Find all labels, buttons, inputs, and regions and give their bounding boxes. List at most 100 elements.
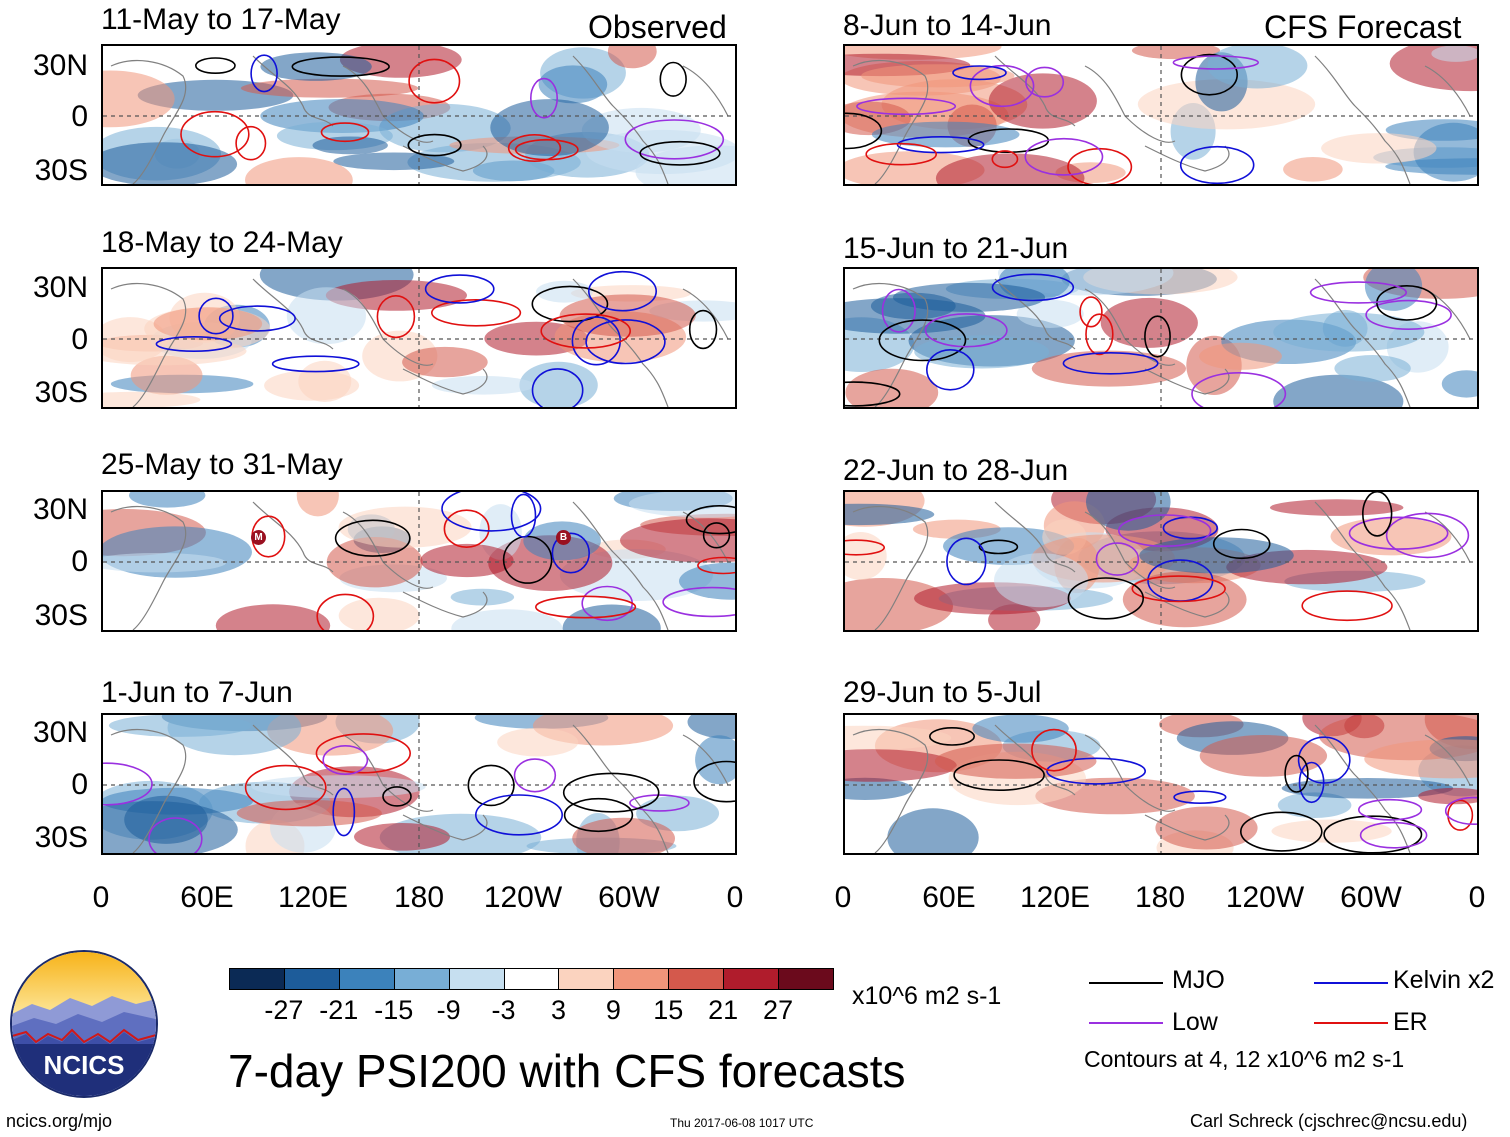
coastline xyxy=(252,278,334,350)
anomaly-shade xyxy=(108,715,252,737)
footer-timestamp: Thu 2017-06-08 1017 UTC xyxy=(670,1116,814,1130)
colorbar-units: x10^6 m2 s-1 xyxy=(852,982,1002,1010)
coastline xyxy=(572,501,669,630)
coastline xyxy=(852,505,929,630)
kelvin-contour xyxy=(474,794,563,836)
anomaly-shade xyxy=(264,370,360,401)
anomaly-shade xyxy=(972,715,1069,743)
legend-contours-note: Contours at 4, 12 x10^6 m2 s-1 xyxy=(1084,1046,1405,1072)
kelvin-contour xyxy=(1046,757,1146,785)
coastline xyxy=(402,814,488,841)
map-panel-2 xyxy=(101,267,737,409)
colorbar-tick-label: 21 xyxy=(708,995,739,1025)
mjo-contour xyxy=(1180,53,1238,96)
anomaly-shade xyxy=(861,64,1015,88)
xlabel-left-0: 0 xyxy=(92,881,110,914)
low-contour xyxy=(1365,299,1452,331)
er-contour xyxy=(514,138,579,161)
legend-mjo-label: MJO xyxy=(1172,966,1225,994)
panel-title-3: 25-May to 31-May xyxy=(101,448,343,481)
low-contour xyxy=(624,119,725,160)
mjo-contour xyxy=(1067,577,1144,620)
anomaly-shade xyxy=(103,553,227,573)
ylabel-30s: 30S xyxy=(34,599,88,632)
observed-label: Observed xyxy=(588,9,727,45)
xlabel-left-60w: 60W xyxy=(598,881,660,914)
low-contour xyxy=(881,288,916,333)
mjo-contour xyxy=(334,519,411,557)
ylabel-0: 0 xyxy=(71,545,88,578)
mjo-contour xyxy=(639,140,721,166)
legend-mjo-line xyxy=(1089,982,1163,984)
coastline xyxy=(110,505,187,630)
anomaly-shade xyxy=(1199,342,1282,370)
low-contour xyxy=(513,758,557,793)
kelvin-contour xyxy=(198,297,234,335)
kelvin-contour xyxy=(1179,145,1255,184)
ylabel-30n: 30N xyxy=(32,271,88,304)
kelvin-contour xyxy=(991,273,1075,302)
er-contour xyxy=(235,125,267,161)
anomaly-shade xyxy=(636,795,720,832)
kelvin-contour xyxy=(332,787,356,837)
anomaly-shade xyxy=(497,727,579,757)
anomaly-shade xyxy=(1199,735,1328,777)
colorbar-cell xyxy=(613,968,670,990)
kelvin-contour xyxy=(424,274,495,304)
coastline xyxy=(1084,288,1176,366)
map-panel-1 xyxy=(101,44,737,186)
anomaly-shade xyxy=(994,553,1089,608)
low-contour xyxy=(629,794,690,812)
colorbar-cell xyxy=(778,968,834,990)
coastline xyxy=(342,734,434,812)
map-panel-3 xyxy=(101,490,737,632)
anomaly-shade xyxy=(245,157,353,184)
anomaly-map-3 xyxy=(103,492,735,630)
legend-er-label: ER xyxy=(1393,1008,1428,1036)
anomaly-shade xyxy=(451,609,563,630)
er-contour xyxy=(1067,147,1133,184)
anomaly-map-6 xyxy=(845,269,1477,407)
anomaly-shade xyxy=(559,294,696,337)
footer-url[interactable]: ncics.org/mjo xyxy=(6,1111,113,1131)
legend-kelvin-line xyxy=(1314,982,1388,984)
anomaly-shade xyxy=(251,775,426,799)
low-contour xyxy=(856,97,957,116)
anomaly-shade xyxy=(562,604,661,630)
colorbar-tick-label: -15 xyxy=(374,995,414,1025)
colorbar-cell xyxy=(448,968,505,990)
kelvin-contour xyxy=(531,368,584,407)
mjo-contour xyxy=(929,726,976,746)
coastline xyxy=(110,282,187,407)
xlabel-right-60w: 60W xyxy=(1340,881,1402,914)
coastline xyxy=(1144,814,1230,841)
anomaly-shade xyxy=(695,735,735,785)
ylabel-30s: 30S xyxy=(34,821,88,854)
anomaly-shade xyxy=(103,142,238,184)
kelvin-contour xyxy=(1298,761,1325,804)
kelvin-contour xyxy=(587,270,657,312)
low-contour xyxy=(662,586,735,618)
er-contour xyxy=(408,58,461,104)
kelvin-contour xyxy=(585,319,666,365)
mjo-contour xyxy=(693,760,735,803)
mjo-contour xyxy=(382,786,412,807)
er-contour xyxy=(376,294,416,339)
anomaly-shade xyxy=(679,562,735,600)
xlabel-right-0-end: 0 xyxy=(1468,881,1486,914)
storm-marker-b: B xyxy=(556,530,571,545)
colorbar-cell xyxy=(503,968,560,990)
mjo-contour xyxy=(1362,492,1393,537)
coastline xyxy=(852,728,929,853)
kelvin-contour xyxy=(250,54,278,93)
coastline xyxy=(994,55,1076,127)
anomaly-shade xyxy=(103,801,238,853)
anomaly-shade xyxy=(845,749,957,782)
anomaly-map-5 xyxy=(845,46,1477,184)
colorbar xyxy=(229,968,834,991)
coastline xyxy=(342,288,434,366)
coastline xyxy=(402,591,488,618)
panel-title-5: 8-Jun to 14-Jun xyxy=(843,9,1052,42)
low-contour xyxy=(103,762,153,806)
xlabel-right-180: 180 xyxy=(1134,881,1186,914)
